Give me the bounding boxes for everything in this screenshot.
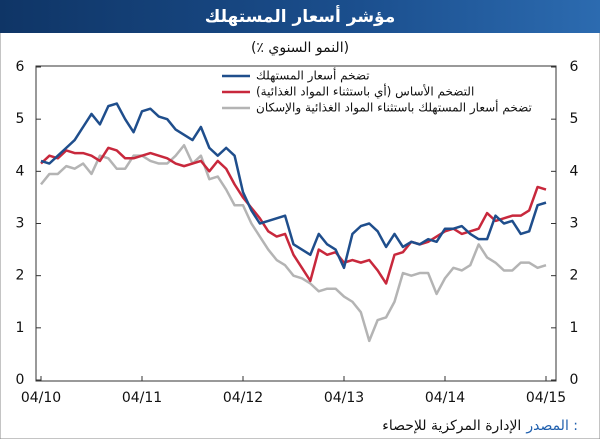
source-label: المصدر : <box>525 418 578 434</box>
y-tick-label: 5 <box>16 111 25 127</box>
y2-tick-label: 0 <box>570 372 579 388</box>
y2-tick-label: 1 <box>570 320 579 336</box>
legend-label: تضخم أسعار المستهلك باستثناء المواد الغذ… <box>256 100 532 116</box>
series-line <box>40 102 547 270</box>
x-tick-label: 04/14 <box>425 390 465 406</box>
y-tick-label: 2 <box>16 268 25 284</box>
y-tick-label: 4 <box>16 163 25 179</box>
y-tick-label: 0 <box>16 372 25 388</box>
y2-tick-label: 4 <box>570 163 579 179</box>
y2-tick-label: 6 <box>570 59 579 75</box>
legend-label: تضخم أسعار المستهلك <box>256 68 370 84</box>
x-tick-label: 04/13 <box>324 390 364 406</box>
chart-title: مؤشر أسعار المستهلك <box>205 5 395 27</box>
series-line <box>40 146 547 285</box>
y-tick-label: 1 <box>16 320 25 336</box>
chart-subtitle: (٪ النمو السنوي) <box>251 40 349 56</box>
title-bar <box>0 0 600 33</box>
y2-tick-label: 5 <box>570 111 579 127</box>
legend-label: التضخم الأساس (أي باستثناء المواد الغذائ… <box>256 84 474 100</box>
x-tick-label: 04/11 <box>122 390 162 406</box>
source: الإدارة المركزية للإحصاء <box>382 418 521 434</box>
y2-tick-label: 2 <box>570 268 579 284</box>
series-line <box>40 144 547 343</box>
y2-tick-label: 3 <box>570 216 579 232</box>
x-tick-label: 04/15 <box>526 390 566 406</box>
y-tick-label: 3 <box>16 216 25 232</box>
x-tick-label: 04/12 <box>223 390 263 406</box>
y-tick-label: 6 <box>16 59 25 75</box>
x-tick-label: 04/10 <box>21 390 61 406</box>
